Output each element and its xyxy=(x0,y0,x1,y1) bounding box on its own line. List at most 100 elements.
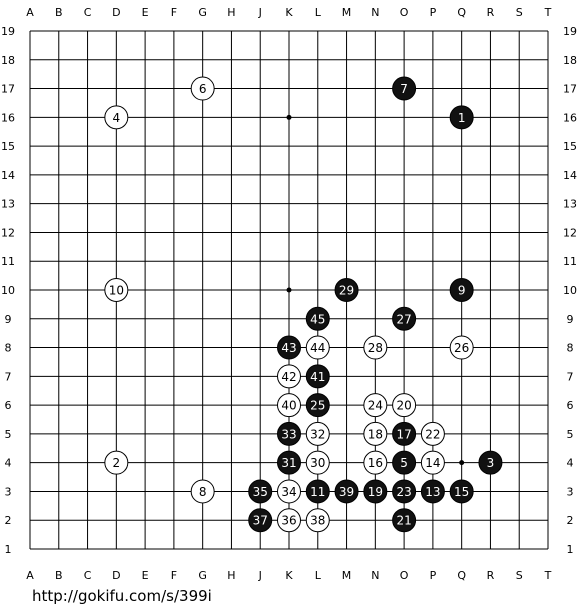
row-label: 3 xyxy=(5,485,12,498)
row-label: 4 xyxy=(567,457,574,470)
move-number: 37 xyxy=(253,514,268,528)
column-label: S xyxy=(516,6,523,19)
white-stone xyxy=(363,393,388,418)
row-label: 1 xyxy=(567,543,574,556)
move-number: 4 xyxy=(113,111,121,125)
move-number: 31 xyxy=(281,456,296,470)
move-number: 9 xyxy=(458,284,466,298)
column-label: B xyxy=(55,6,63,19)
move-number: 40 xyxy=(281,399,296,413)
black-stone xyxy=(248,508,273,533)
row-label: 3 xyxy=(567,485,574,498)
white-stone xyxy=(277,393,301,418)
row-label: 16 xyxy=(1,111,15,124)
row-label: 19 xyxy=(1,25,15,38)
row-label: 4 xyxy=(5,457,12,470)
white-stone xyxy=(392,393,417,418)
row-label: 17 xyxy=(563,83,577,96)
black-stone xyxy=(334,278,359,302)
row-label: 18 xyxy=(563,54,577,67)
black-stone xyxy=(248,479,273,504)
column-label: T xyxy=(544,6,552,19)
black-stone xyxy=(392,306,417,331)
move-number: 42 xyxy=(281,370,296,384)
black-stone xyxy=(277,421,301,446)
column-label: N xyxy=(371,6,379,19)
column-label: M xyxy=(342,569,352,582)
row-label: 7 xyxy=(5,370,12,383)
row-label: 17 xyxy=(1,83,15,96)
column-label: T xyxy=(544,569,552,582)
row-label: 9 xyxy=(5,313,12,326)
column-label: J xyxy=(258,6,262,19)
move-number: 18 xyxy=(368,427,383,441)
black-stone xyxy=(392,76,417,101)
move-number: 34 xyxy=(281,485,296,499)
move-number: 16 xyxy=(368,456,383,470)
row-label: 2 xyxy=(567,514,574,527)
move-number: 20 xyxy=(396,399,411,413)
black-stone xyxy=(277,335,301,360)
move-number: 30 xyxy=(310,456,325,470)
move-number: 43 xyxy=(281,341,296,355)
column-label: M xyxy=(342,6,352,19)
white-stone xyxy=(104,450,129,475)
star-point xyxy=(286,114,292,120)
black-stone xyxy=(449,278,474,302)
move-number: 1 xyxy=(458,111,466,125)
white-stone xyxy=(277,508,301,533)
move-number: 24 xyxy=(368,399,383,413)
move-number: 8 xyxy=(199,485,207,499)
black-stone xyxy=(392,450,417,475)
column-label: O xyxy=(400,569,409,582)
black-stone xyxy=(392,479,417,504)
column-label: D xyxy=(112,6,120,19)
column-label: N xyxy=(371,569,379,582)
url[interactable]: http://gokifu.com/s/399i xyxy=(32,587,212,605)
white-stone xyxy=(104,278,129,302)
star-point xyxy=(286,287,292,293)
move-number: 13 xyxy=(425,485,440,499)
black-stone xyxy=(449,479,474,504)
column-label: H xyxy=(227,569,235,582)
row-label: 8 xyxy=(567,342,574,355)
column-label: R xyxy=(487,6,495,19)
move-number: 19 xyxy=(368,485,383,499)
move-number: 6 xyxy=(199,82,207,96)
move-number: 27 xyxy=(396,312,411,326)
white-stone xyxy=(277,364,301,389)
row-label: 13 xyxy=(1,198,15,211)
row-label: 6 xyxy=(5,399,12,412)
column-label: Q xyxy=(457,569,466,582)
column-label: G xyxy=(198,6,207,19)
white-stone xyxy=(305,450,330,475)
column-label: K xyxy=(285,6,293,19)
column-label: P xyxy=(430,6,437,19)
column-label: A xyxy=(26,6,34,19)
white-stone xyxy=(305,508,330,533)
row-label: 8 xyxy=(5,342,12,355)
white-stone xyxy=(277,479,301,504)
move-number: 39 xyxy=(339,485,354,499)
column-label: K xyxy=(285,569,293,582)
black-stone xyxy=(305,306,330,331)
black-stone xyxy=(334,479,359,504)
column-label: L xyxy=(315,569,322,582)
row-label: 19 xyxy=(563,25,577,38)
row-label: 5 xyxy=(5,428,12,441)
move-number: 2 xyxy=(113,456,121,470)
black-stone xyxy=(392,421,417,446)
move-number: 32 xyxy=(310,427,325,441)
column-label: A xyxy=(26,569,34,582)
move-number: 33 xyxy=(281,427,296,441)
move-number: 41 xyxy=(310,370,325,384)
white-stone xyxy=(420,421,445,446)
move-number: 28 xyxy=(368,341,383,355)
move-number: 23 xyxy=(396,485,411,499)
column-label: D xyxy=(112,569,120,582)
black-stone xyxy=(277,450,301,475)
black-stone xyxy=(449,105,474,130)
row-label: 6 xyxy=(567,399,574,412)
